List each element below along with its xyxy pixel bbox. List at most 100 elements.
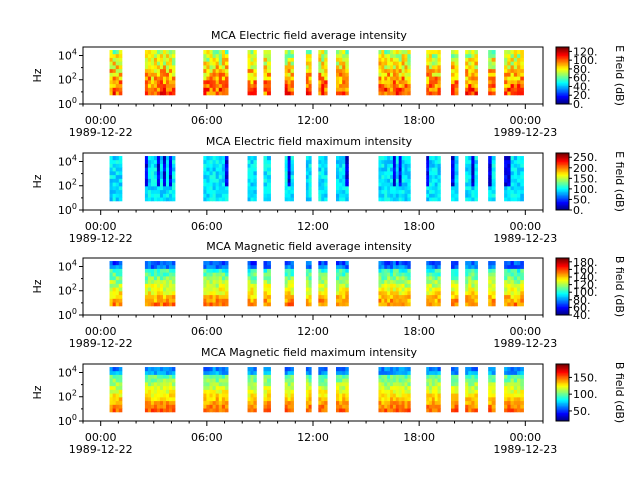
spectrogram-cell bbox=[308, 283, 312, 288]
spectrogram-cell bbox=[504, 76, 508, 81]
spectrogram-cell bbox=[165, 197, 170, 202]
spectrogram-cell bbox=[253, 302, 257, 307]
spectrogram-cell bbox=[224, 64, 229, 70]
spectrogram-cell bbox=[392, 275, 397, 281]
spectrogram-cell bbox=[398, 197, 403, 202]
spectrogram-cell bbox=[510, 404, 515, 409]
spectrogram-cell bbox=[342, 178, 346, 183]
spectrogram-cell bbox=[165, 163, 170, 168]
spectrogram-cell bbox=[378, 374, 382, 379]
spectrogram-cell bbox=[165, 381, 170, 387]
colorbar-swatch bbox=[556, 392, 569, 395]
spectrogram-cell bbox=[395, 185, 400, 191]
spectrogram-cell bbox=[451, 264, 455, 269]
spectrogram-cell bbox=[109, 408, 114, 413]
spectrogram-cell bbox=[426, 76, 430, 81]
spectrogram-cell bbox=[287, 64, 291, 70]
spectrogram-cell bbox=[345, 159, 349, 164]
spectrogram-cell bbox=[209, 83, 213, 88]
spectrogram-cell bbox=[488, 393, 493, 398]
spectrogram-cell bbox=[109, 72, 114, 77]
spectrogram-cell bbox=[321, 275, 325, 281]
spectrogram-cell bbox=[426, 163, 430, 168]
spectrogram-cell bbox=[156, 167, 161, 172]
spectrogram-cell bbox=[324, 374, 328, 379]
spectrogram-cell bbox=[488, 178, 493, 183]
spectrogram-cell bbox=[112, 167, 117, 172]
spectrogram-cell bbox=[378, 298, 382, 303]
panel-4: MCA Magnetic field maximum intensity1001… bbox=[31, 346, 626, 456]
spectrogram-cell bbox=[109, 68, 114, 73]
spectrogram-cell bbox=[431, 370, 436, 375]
spectrogram-cell bbox=[339, 408, 343, 413]
spectrogram-cell bbox=[454, 170, 459, 176]
spectrogram-cell bbox=[392, 156, 397, 161]
spectrogram-cell bbox=[162, 389, 167, 394]
spectrogram-cell bbox=[491, 189, 496, 194]
spectrogram-cell bbox=[290, 156, 294, 161]
colorbar-swatch bbox=[556, 386, 569, 389]
spectrogram-cell bbox=[159, 156, 164, 161]
spectrogram-cell bbox=[284, 370, 289, 375]
spectrogram-cell bbox=[491, 185, 496, 191]
spectrogram-cell bbox=[263, 370, 268, 375]
spectrogram-cell bbox=[392, 50, 397, 55]
spectrogram-cell bbox=[465, 61, 469, 66]
spectrogram-cell bbox=[431, 91, 436, 96]
spectrogram-cell bbox=[267, 156, 271, 161]
spectrogram-cell bbox=[378, 156, 382, 161]
spectrogram-cell bbox=[162, 185, 167, 191]
spectrogram-cell bbox=[112, 268, 117, 273]
spectrogram-cell bbox=[203, 159, 207, 164]
spectrogram-cell bbox=[517, 189, 521, 194]
spectrogram-cell bbox=[263, 408, 268, 413]
spectrogram-cell bbox=[491, 283, 496, 288]
spectrogram-cell bbox=[378, 268, 382, 273]
spectrogram-cell bbox=[247, 290, 251, 296]
spectrogram-cell bbox=[387, 156, 391, 161]
spectrogram-cell bbox=[465, 185, 469, 191]
spectrogram-cell bbox=[381, 290, 385, 296]
spectrogram-cell bbox=[144, 367, 149, 372]
spectrogram-cell bbox=[339, 72, 343, 77]
spectrogram-cell bbox=[471, 272, 475, 277]
spectrogram-cell bbox=[392, 287, 397, 292]
spectrogram-cell bbox=[267, 283, 271, 288]
spectrogram-cell bbox=[318, 370, 322, 375]
spectrogram-cell bbox=[253, 268, 257, 273]
spectrogram-cell bbox=[171, 182, 176, 187]
colorbar-swatch bbox=[556, 168, 569, 171]
spectrogram-cell bbox=[468, 53, 472, 58]
spectrogram-cell bbox=[465, 367, 469, 372]
spectrogram-cell bbox=[305, 197, 309, 202]
spectrogram-cell bbox=[395, 396, 400, 402]
spectrogram-cell bbox=[147, 261, 152, 266]
spectrogram-cell bbox=[387, 302, 391, 307]
spectrogram-cell bbox=[431, 287, 436, 292]
colorbar-swatch bbox=[556, 310, 569, 313]
spectrogram-cell bbox=[510, 374, 515, 379]
spectrogram-cell bbox=[407, 178, 411, 183]
spectrogram-cell bbox=[203, 79, 207, 85]
spectrogram-cell bbox=[513, 408, 518, 413]
spectrogram-cell bbox=[390, 83, 394, 88]
spectrogram-cell bbox=[171, 170, 176, 176]
spectrogram-cell bbox=[290, 50, 294, 55]
spectrogram-cell bbox=[404, 400, 408, 405]
spectrogram-cell bbox=[305, 91, 309, 96]
x-date-label: 1989-12-23 bbox=[493, 126, 557, 139]
spectrogram-cell bbox=[381, 275, 385, 281]
spectrogram-cell bbox=[387, 381, 391, 387]
spectrogram-cell bbox=[321, 381, 325, 387]
spectrogram-cell bbox=[267, 185, 271, 191]
spectrogram-cell bbox=[267, 159, 271, 164]
spectrogram-cell bbox=[171, 163, 176, 168]
spectrogram-cell bbox=[451, 159, 455, 164]
spectrogram-cell bbox=[471, 83, 475, 88]
spectrogram-cell bbox=[336, 185, 340, 191]
spectrogram-cell bbox=[156, 182, 161, 187]
spectrogram-cell bbox=[150, 385, 155, 390]
spectrogram-cell bbox=[468, 389, 472, 394]
spectrogram-cell bbox=[471, 72, 475, 77]
spectrogram-cell bbox=[520, 404, 524, 409]
